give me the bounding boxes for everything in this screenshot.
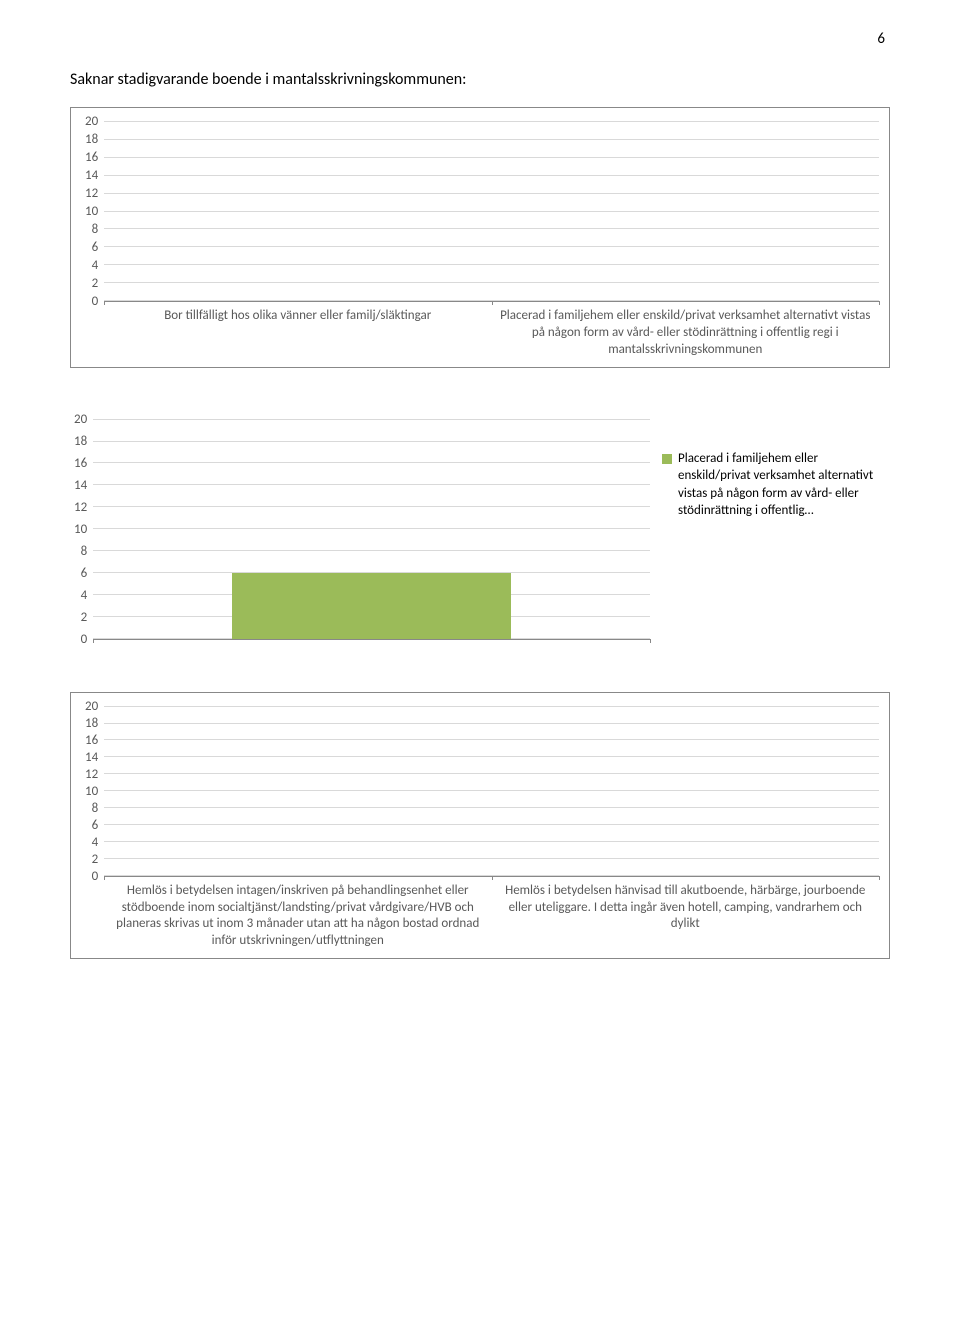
gridline [104, 175, 879, 176]
category-label [93, 640, 650, 646]
category-label: Placerad i familjehem eller enskild/priv… [492, 302, 880, 359]
gridline [104, 228, 879, 229]
chart-3-plot [104, 707, 879, 877]
gridline [93, 528, 650, 529]
gridline [104, 193, 879, 194]
gridline [104, 246, 879, 247]
gridline [104, 824, 879, 825]
chart-2-plot [93, 420, 650, 640]
gridline [93, 462, 650, 463]
page-title: Saknar stadigvarande boende i mantalsskr… [70, 70, 890, 89]
chart-1-categories: Bor tillfälligt hos olika vänner eller f… [104, 302, 879, 359]
chart-1-plot [104, 122, 879, 302]
chart-1-y-axis: 20181614121086420 [85, 122, 104, 302]
gridline [104, 807, 879, 808]
gridline [104, 773, 879, 774]
x-tickmark [492, 301, 493, 305]
x-tickmark [492, 876, 493, 880]
gridline [93, 484, 650, 485]
legend-item: Placerad i familjehem eller enskild/priv… [662, 450, 880, 520]
gridline [104, 841, 879, 842]
chart-3-y-axis: 20181614121086420 [85, 707, 104, 877]
page-number: 6 [877, 30, 885, 48]
x-tickmark [93, 639, 94, 643]
category-label: Hemlös i betydelsen hänvisad till akutbo… [492, 877, 880, 951]
gridline [104, 282, 879, 283]
gridline [93, 441, 650, 442]
gridline [104, 756, 879, 757]
gridline [104, 211, 879, 212]
gridline [104, 858, 879, 859]
gridline [104, 706, 879, 707]
gridline [104, 121, 879, 122]
chart-2: 20181614121086420 Placerad i familjehem … [70, 406, 890, 654]
chart-2-categories [93, 640, 650, 646]
chart-3: 20181614121086420 Hemlös i betydelsen in… [70, 692, 890, 960]
gridline [104, 264, 879, 265]
gridline [104, 739, 879, 740]
legend-label: Placerad i familjehem eller enskild/priv… [678, 450, 880, 520]
chart-2-legend: Placerad i familjehem eller enskild/priv… [650, 420, 880, 520]
x-tickmark [104, 876, 105, 880]
chart-2-y-axis: 20181614121086420 [74, 420, 93, 640]
gridline [104, 157, 879, 158]
x-tickmark [879, 876, 880, 880]
category-label: Hemlös i betydelsen intagen/inskriven på… [104, 877, 492, 951]
chart-1: 20181614121086420 Bor tillfälligt hos ol… [70, 107, 890, 368]
gridline [93, 419, 650, 420]
chart-3-categories: Hemlös i betydelsen intagen/inskriven på… [104, 877, 879, 951]
bar [232, 573, 510, 639]
gridline [104, 139, 879, 140]
gridline [104, 790, 879, 791]
x-tickmark [879, 301, 880, 305]
gridline [104, 723, 879, 724]
gridline [93, 550, 650, 551]
category-label: Bor tillfälligt hos olika vänner eller f… [104, 302, 492, 359]
x-tickmark [650, 639, 651, 643]
legend-swatch-icon [662, 454, 672, 464]
gridline [93, 506, 650, 507]
x-tickmark [104, 301, 105, 305]
